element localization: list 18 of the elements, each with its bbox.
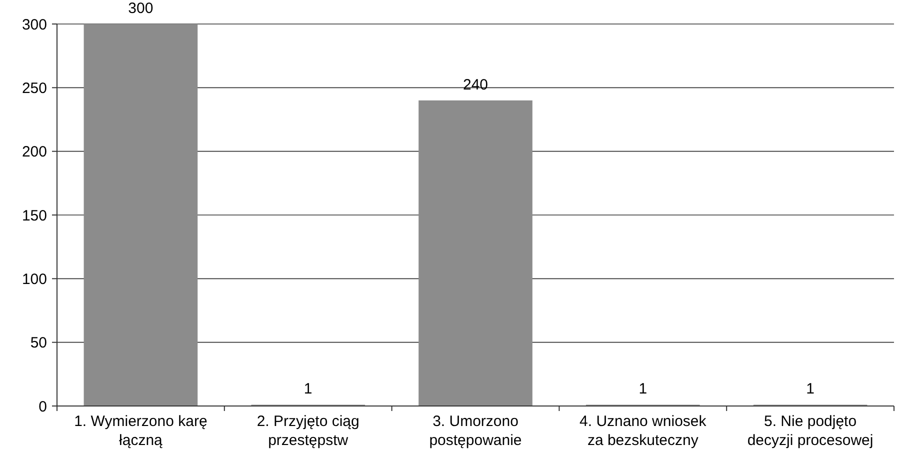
x-tick-label: 5. Nie podjęto decyzji procesowej <box>747 413 874 449</box>
bar <box>418 100 532 406</box>
bar <box>84 24 198 406</box>
y-tick-label: 300 <box>22 16 47 34</box>
y-tick-label: 200 <box>22 144 47 161</box>
y-tick-label: 50 <box>30 334 47 352</box>
data-label: 1 <box>638 380 648 398</box>
y-tick-label: 0 <box>38 398 47 416</box>
x-tick-label: 1. Wymierzono karę łączną <box>74 413 208 449</box>
y-tick-label: 100 <box>22 270 47 288</box>
x-tick-label: 2. Przyjęto ciąg przestępstw <box>256 413 360 449</box>
x-tick-label: 4. Uznano wniosek za bezskuteczny <box>580 413 707 449</box>
data-label: 1 <box>806 380 814 398</box>
x-tick-label: 3. Umorzono postępowanie <box>429 413 522 449</box>
data-label: 300 <box>128 0 154 17</box>
y-tick-label: 150 <box>22 207 47 224</box>
data-label: 1 <box>304 380 312 398</box>
y-tick-label: 250 <box>22 80 47 97</box>
